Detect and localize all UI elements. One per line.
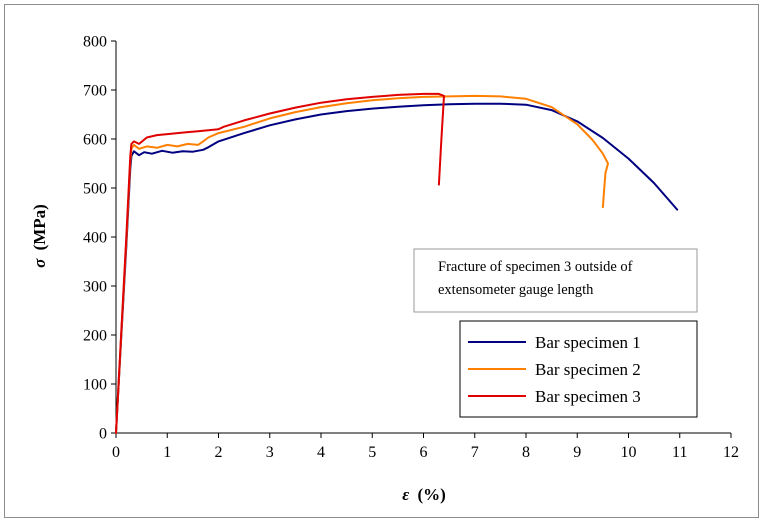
y-axis-symbol: σ bbox=[30, 258, 49, 268]
x-tick-label: 3 bbox=[266, 444, 274, 461]
svg-text:σ (MPa): σ (MPa) bbox=[30, 204, 49, 268]
y-tick-label: 100 bbox=[83, 377, 107, 394]
x-tick-label: 6 bbox=[420, 444, 428, 461]
x-axis-unit: (%) bbox=[417, 485, 445, 504]
svg-text:ε (%): ε (%) bbox=[402, 485, 446, 504]
x-axis-title: ε (%) bbox=[402, 485, 446, 504]
x-tick-label: 12 bbox=[723, 444, 739, 461]
x-tick-label: 9 bbox=[573, 444, 581, 461]
annotation-line-2: extensometer gauge length bbox=[438, 282, 594, 298]
x-tick-label: 7 bbox=[471, 444, 479, 461]
y-tick-label: 400 bbox=[83, 230, 107, 247]
legend-label: Bar specimen 2 bbox=[535, 360, 641, 379]
x-tick-label: 8 bbox=[522, 444, 530, 461]
x-tick-label: 5 bbox=[368, 444, 376, 461]
series-line-specimen-1 bbox=[115, 102, 679, 434]
y-tick-label: 0 bbox=[99, 426, 107, 443]
annotation-box: Fracture of specimen 3 outside of extens… bbox=[413, 248, 698, 313]
y-tick-label: 300 bbox=[83, 279, 107, 296]
x-tick-label: 1 bbox=[163, 444, 171, 461]
legend: Bar specimen 1 Bar specimen 2 Bar specimen… bbox=[459, 320, 698, 418]
y-tick-label: 500 bbox=[83, 181, 107, 198]
series-line-specimen-2 bbox=[115, 94, 609, 434]
x-tick-label: 11 bbox=[672, 444, 687, 461]
x-tick-label: 10 bbox=[621, 444, 637, 461]
y-tick-label: 600 bbox=[83, 132, 107, 149]
x-tick-label: 2 bbox=[215, 444, 223, 461]
series-line-specimen-3 bbox=[115, 92, 445, 434]
x-axis-symbol: ε bbox=[402, 485, 409, 504]
y-axis-unit: (MPa) bbox=[30, 204, 49, 250]
series-layer bbox=[115, 92, 679, 434]
y-axis-title: σ (MPa) bbox=[30, 204, 49, 268]
y-tick-label: 800 bbox=[83, 34, 107, 51]
annotation-frame bbox=[413, 248, 698, 313]
legend-label: Bar specimen 1 bbox=[535, 333, 641, 352]
x-tick-label: 0 bbox=[112, 444, 120, 461]
y-tick-label: 200 bbox=[83, 328, 107, 345]
annotation-line-1: Fracture of specimen 3 outside of bbox=[438, 259, 633, 275]
y-tick-label: 700 bbox=[83, 83, 107, 100]
legend-label: Bar specimen 3 bbox=[535, 387, 641, 406]
x-tick-label: 4 bbox=[317, 444, 325, 461]
